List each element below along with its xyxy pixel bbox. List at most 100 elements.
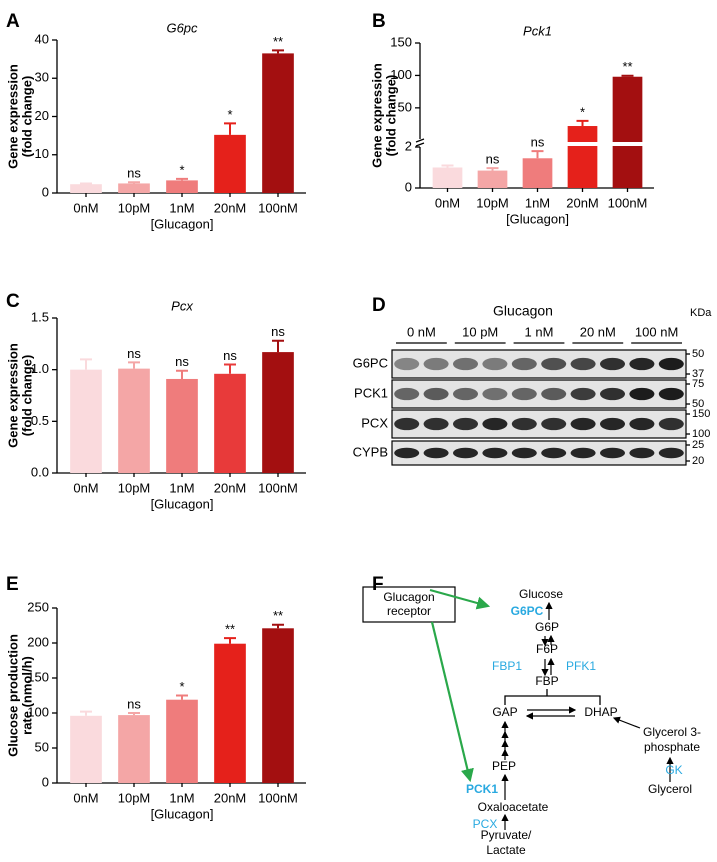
metabolite: phosphate (644, 740, 700, 754)
error-bar (224, 637, 236, 644)
metabolite: Lactate (486, 843, 526, 857)
bar (166, 180, 198, 193)
blot-band (541, 357, 567, 371)
x-tick-label: 1nM (169, 790, 194, 805)
y-tick-label: 100 (27, 704, 49, 719)
blot-band (482, 387, 508, 401)
metabolite: Oxaloacetate (478, 800, 549, 814)
y-tick-label: 50 (35, 739, 49, 754)
metabolite: Pyruvate/ (481, 828, 532, 842)
y-tick-label: 0 (405, 179, 412, 194)
y-axis-label: Gene expression (5, 64, 20, 169)
y-axis-label: rate (nmol/h) (19, 656, 34, 735)
error-bar (272, 339, 284, 353)
significance: ns (127, 166, 141, 181)
x-tick-label: 0nM (435, 195, 460, 210)
panel-letter: D (372, 295, 386, 316)
significance: ** (225, 622, 235, 637)
blot-band (570, 387, 596, 401)
panel-letter: A (6, 11, 20, 32)
blot-band (453, 387, 478, 401)
blot-band (570, 357, 596, 371)
blot-band (511, 387, 537, 401)
bar (214, 134, 246, 193)
marker-label: 100 (692, 428, 710, 440)
blot-band (629, 417, 655, 431)
x-tick-label: 1nM (169, 200, 194, 215)
bracket (504, 689, 601, 705)
bar (166, 378, 198, 473)
x-tick-label: 10pM (476, 195, 509, 210)
y-tick-label: 10 (35, 146, 49, 161)
lane-label: 100 nM (635, 324, 678, 339)
lane-label: 1 nM (525, 324, 554, 339)
bar (262, 352, 294, 473)
row-label: G6PC (353, 355, 388, 370)
y-tick-label: 20 (35, 108, 49, 123)
enzyme: GK (665, 763, 682, 777)
bar (118, 368, 150, 473)
blot-band (394, 357, 420, 371)
error-bar (224, 122, 236, 135)
y-tick-label: 200 (27, 634, 49, 649)
break-gap (611, 142, 644, 146)
error-bar (272, 49, 284, 54)
blot-band (541, 387, 567, 401)
arrow (429, 588, 491, 610)
blot-band (629, 447, 655, 459)
y-tick-label: 2 (405, 138, 412, 153)
y-axis-label: Glucose production (5, 634, 20, 757)
error-bar (80, 710, 92, 716)
bar (70, 184, 102, 193)
marker-label: 20 (692, 455, 704, 467)
metabolite: G6P (535, 620, 559, 634)
y-axis-label: Gene expression (5, 343, 20, 448)
marker-label: 37 (692, 368, 704, 380)
x-tick-label: 100nM (258, 200, 298, 215)
panel-letter: E (6, 574, 19, 595)
bar (262, 628, 294, 783)
axis-break (415, 138, 425, 147)
x-tick-label: 10pM (118, 790, 151, 805)
bar (262, 53, 294, 194)
metabolite: Glycerol 3- (643, 725, 701, 739)
error-bar (272, 623, 284, 629)
blot-band (423, 387, 449, 401)
enzyme: PCK1 (466, 782, 498, 796)
marker-label: 25 (692, 439, 704, 451)
significance: ** (273, 608, 283, 623)
panel-letter: C (6, 291, 20, 312)
significance: ** (273, 34, 283, 49)
error-bar (176, 694, 188, 700)
x-tick-label: 20nM (214, 480, 247, 495)
panel-letter: B (372, 11, 386, 32)
y-tick-label: 40 (35, 31, 49, 46)
enzyme: PCX (473, 817, 498, 831)
bar (166, 699, 198, 783)
bar (612, 76, 643, 188)
significance: ns (486, 152, 500, 167)
lane-label: 10 pM (462, 324, 498, 339)
y-axis-label: (fold change) (383, 75, 398, 157)
metabolite: GAP (492, 705, 517, 719)
panel-letter: F (372, 574, 384, 595)
blot-band (394, 417, 420, 431)
y-tick-label: 1.5 (31, 309, 49, 324)
blot-band (423, 417, 449, 431)
error-bar (128, 361, 140, 369)
x-axis-label: [Glucagon] (151, 216, 214, 231)
row-label: PCX (361, 415, 388, 430)
metabolite: Glycerol (648, 782, 692, 796)
y-tick-label: 250 (27, 599, 49, 614)
blot-band (570, 447, 596, 459)
break-gap (566, 142, 599, 146)
x-tick-label: 100nM (258, 480, 298, 495)
blot-band (600, 447, 625, 459)
blot-band (423, 447, 449, 459)
chart-title: Pck1 (523, 23, 552, 38)
chart-title: G6pc (166, 20, 198, 35)
significance: ns (127, 346, 141, 361)
error-bar (176, 369, 188, 379)
error-bar (176, 177, 188, 181)
